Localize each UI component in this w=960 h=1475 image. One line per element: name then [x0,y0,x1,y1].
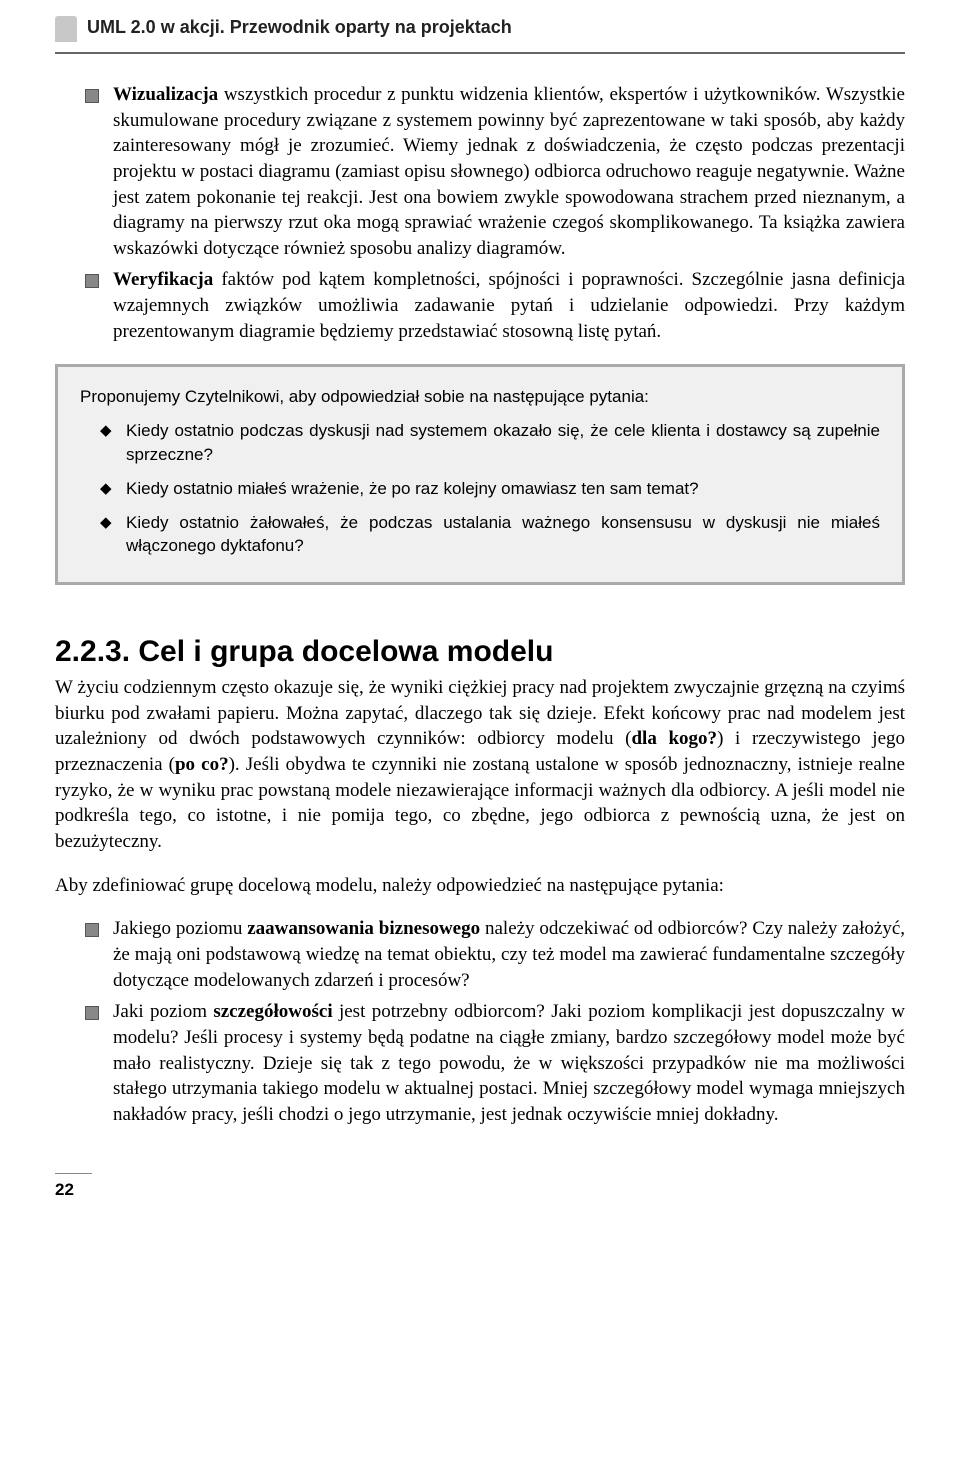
emphasis-word: Wizualizacja [113,84,218,105]
callout-question-list: Kiedy ostatnio podczas dyskusji nad syst… [100,419,880,558]
header-title: UML 2.0 w akcji. Przewodnik oparty na pr… [87,17,512,38]
body-paragraph: W życiu codziennym często okazuje się, ż… [55,675,905,854]
body-text: Jaki poziom [113,1001,213,1022]
list-item: Wizualizacja wszystkich procedur z punkt… [85,82,905,261]
list-item: Weryfikacja faktów pod kątem kompletnośc… [85,267,905,344]
callout-question: Kiedy ostatnio podczas dyskusji nad syst… [100,419,880,467]
emphasis-word: zaawansowania biznesowego [247,918,480,939]
page-header: UML 2.0 w akcji. Przewodnik oparty na pr… [55,0,905,54]
page-container: UML 2.0 w akcji. Przewodnik oparty na pr… [0,0,960,1230]
header-tab-icon [55,16,77,42]
top-bullet-list: Wizualizacja wszystkich procedur z punkt… [85,82,905,344]
emphasis-word: po co? [175,754,229,775]
body-paragraph: Aby zdefiniować grupę docelową modelu, n… [55,873,905,899]
emphasis-word: szczegółowości [213,1001,332,1022]
section-heading: 2.2.3. Cel i grupa docelowa modelu [55,635,905,669]
emphasis-word: Weryfikacja [113,269,213,290]
body-text: wszystkich procedur z punktu widzenia kl… [113,84,905,259]
list-item: Jaki poziom szczegółowości jest potrzebn… [85,999,905,1127]
callout-box: Proponujemy Czytelnikowi, aby odpowiedzi… [55,364,905,585]
callout-question: Kiedy ostatnio żałowałeś, że podczas ust… [100,511,880,559]
body-text: faktów pod kątem kompletności, spójności… [113,269,905,341]
callout-question: Kiedy ostatnio miałeś wrażenie, że po ra… [100,477,880,501]
callout-intro: Proponujemy Czytelnikowi, aby odpowiedzi… [80,385,880,409]
body-text: Jakiego poziomu [113,918,247,939]
page-number: 22 [55,1173,92,1200]
bottom-bullet-list: Jakiego poziomu zaawansowania biznesoweg… [85,916,905,1127]
list-item: Jakiego poziomu zaawansowania biznesoweg… [85,916,905,993]
emphasis-word: dla kogo? [631,728,717,749]
